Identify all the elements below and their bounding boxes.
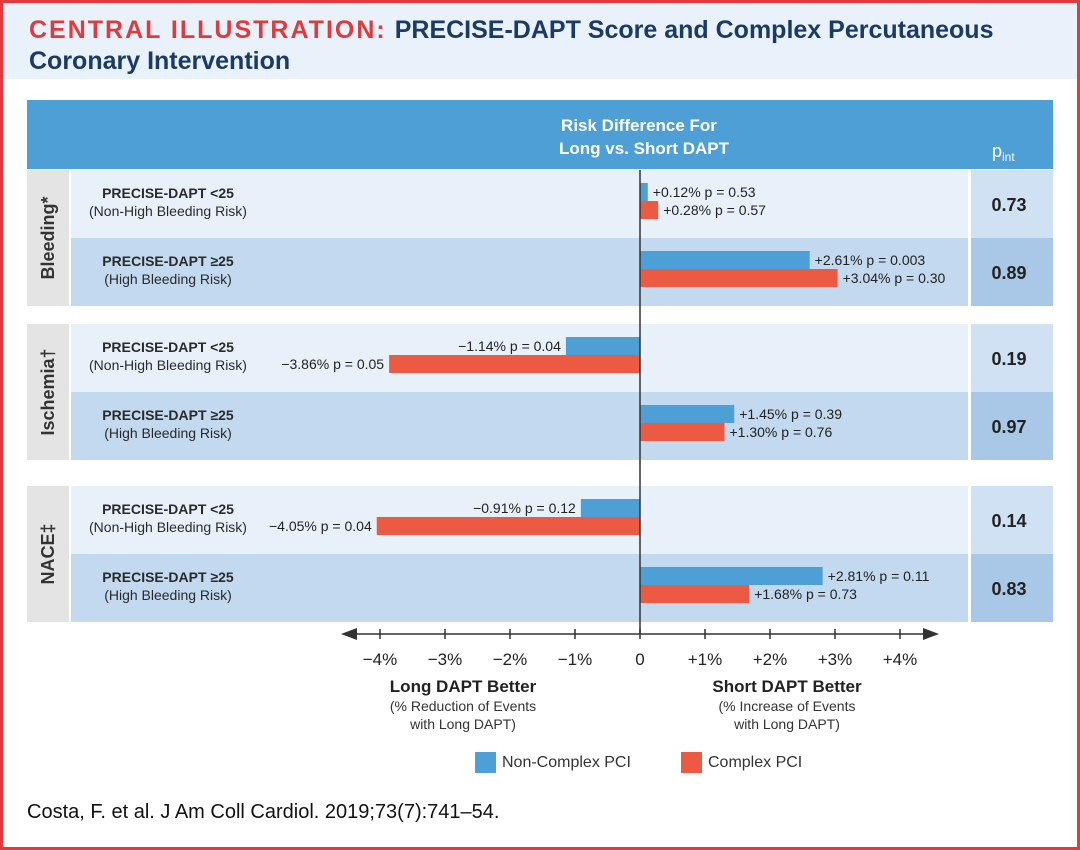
legend-swatch-non-complex [475,752,496,773]
title-banner: CENTRAL ILLUSTRATION: PRECISE-DAPT Score … [3,3,1077,79]
row-label-nace-row-1: PRECISE-DAPT <25 [102,501,234,517]
bar-label-nace-row-2-complex: +1.68% p = 0.73 [754,586,857,602]
x-axis-arrow-right [923,628,939,640]
x-axis-arrow-left [341,628,357,640]
row-label-ischemia-row-1: PRECISE-DAPT <25 [102,339,234,355]
pint-header: pint [992,141,1015,164]
bar-ischemia-row-1-complex [389,355,640,373]
bar-bleeding-row-2-complex [640,269,838,287]
row-label-bleeding-row-1: PRECISE-DAPT <25 [102,185,234,201]
bar-bleeding-row-1-complex [640,201,659,219]
row-sublabel-ischemia-row-1: (Non-High Bleeding Risk) [89,357,247,373]
bar-label-ischemia-row-1-complex: −3.86% p = 0.05 [281,356,384,372]
header-title-line2: Long vs. Short DAPT [559,139,730,158]
x-tick-label: −4% [363,650,398,669]
pint-value-nace-row-1: 0.14 [991,511,1026,531]
x-tick-label: −2% [493,650,528,669]
group-label-nace: NACE‡ [38,523,58,584]
citation: Costa, F. et al. J Am Coll Cardiol. 2019… [27,801,500,823]
bar-nace-row-1-complex [376,517,640,535]
axis-right-sub-line1: (% Increase of Events [719,698,856,714]
row-sublabel-nace-row-2: (High Bleeding Risk) [104,587,232,603]
bar-ischemia-row-2-non-complex [640,405,735,423]
bar-label-nace-row-1-complex: −4.05% p = 0.04 [269,518,372,534]
x-tick-label: +3% [818,650,853,669]
legend-label-non-complex: Non-Complex PCI [502,754,631,771]
row-sublabel-nace-row-1: (Non-High Bleeding Risk) [89,519,247,535]
row-bg-bleeding-row-1 [71,170,968,238]
figure-title: CENTRAL ILLUSTRATION: PRECISE-DAPT Score … [29,15,1069,77]
bar-label-ischemia-row-1-non-complex: −1.14% p = 0.04 [458,338,561,354]
bar-label-ischemia-row-2-complex: +1.30% p = 0.76 [730,424,833,440]
legend-swatch-complex [681,752,702,773]
pint-value-ischemia-row-2: 0.97 [991,417,1026,437]
bar-label-bleeding-row-2-complex: +3.04% p = 0.30 [843,270,946,286]
row-label-bleeding-row-2: PRECISE-DAPT ≥25 [102,253,234,269]
row-sublabel-bleeding-row-1: (Non-High Bleeding Risk) [89,203,247,219]
figure-title-lead: CENTRAL ILLUSTRATION: [29,16,387,44]
bar-label-bleeding-row-2-non-complex: +2.61% p = 0.003 [815,252,926,268]
group-label-bleeding: Bleeding* [38,196,58,279]
row-bg-nace-row-2 [71,554,968,622]
row-bg-ischemia-row-2 [71,392,968,460]
group-label-ischemia: Ischemia† [38,348,58,435]
pint-value-nace-row-2: 0.83 [991,579,1026,599]
x-tick-label: +4% [883,650,918,669]
x-tick-label: +1% [688,650,723,669]
pint-cell-ischemia-row-1 [971,324,1053,392]
x-tick-label: −3% [428,650,463,669]
axis-left-title: Long DAPT Better [390,677,537,696]
axis-left-sub-line1: (% Reduction of Events [390,698,536,714]
bar-ischemia-row-2-complex [640,423,725,441]
bar-label-nace-row-1-non-complex: −0.91% p = 0.12 [473,500,576,516]
group-side-bleeding [27,170,69,306]
legend-label-complex: Complex PCI [708,754,803,771]
bar-nace-row-2-complex [640,585,750,603]
bar-label-nace-row-2-non-complex: +2.81% p = 0.11 [828,568,930,584]
pint-value-ischemia-row-1: 0.19 [991,349,1026,369]
pint-cell-nace-row-2 [971,554,1053,622]
bar-bleeding-row-2-non-complex [640,251,810,269]
table-header-band [27,100,1053,169]
pint-cell-bleeding-row-2 [971,238,1053,306]
bar-nace-row-2-non-complex [640,567,823,585]
figure-title-text: PRECISE-DAPT Score and Complex Percutane… [29,16,994,75]
pint-cell-nace-row-1 [971,486,1053,554]
row-label-nace-row-2: PRECISE-DAPT ≥25 [102,569,234,585]
x-tick-label: +2% [753,650,788,669]
pint-cell-bleeding-row-1 [971,170,1053,238]
x-tick-label: −1% [558,650,593,669]
bar-label-ischemia-row-2-non-complex: +1.45% p = 0.39 [739,406,842,422]
bar-ischemia-row-1-non-complex [565,337,640,355]
bar-label-bleeding-row-1-non-complex: +0.12% p = 0.53 [653,184,756,200]
x-tick-label: 0 [635,650,644,669]
axis-right-sub-line2: with Long DAPT) [733,716,840,732]
axis-left-sub-line2: with Long DAPT) [409,716,516,732]
pint-value-bleeding-row-1: 0.73 [991,195,1026,215]
row-sublabel-bleeding-row-2: (High Bleeding Risk) [104,271,232,287]
header-title-line1: Risk Difference For [561,116,717,135]
bar-label-bleeding-row-1-complex: +0.28% p = 0.57 [663,202,766,218]
pint-value-bleeding-row-2: 0.89 [991,263,1026,283]
row-sublabel-ischemia-row-2: (High Bleeding Risk) [104,425,232,441]
group-side-nace [27,486,69,622]
bar-bleeding-row-1-non-complex [640,183,648,201]
row-label-ischemia-row-2: PRECISE-DAPT ≥25 [102,407,234,423]
group-side-ischemia [27,324,69,460]
pint-cell-ischemia-row-2 [971,392,1053,460]
bar-nace-row-1-non-complex [580,499,640,517]
axis-right-title: Short DAPT Better [712,677,862,696]
